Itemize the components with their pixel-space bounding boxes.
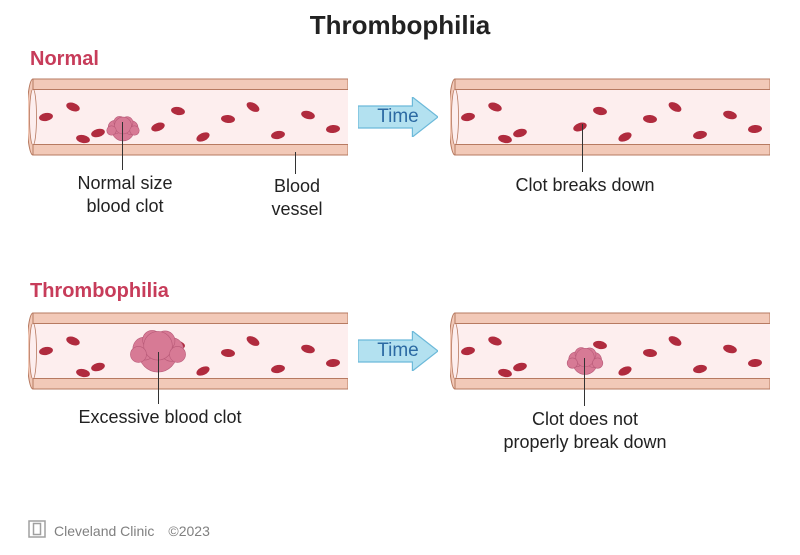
vessel-thrombo-after [450,312,770,390]
pointer-line [582,124,583,172]
callout-excessive: Excessive blood clot [50,406,270,429]
time-arrow-label: Time [358,106,438,128]
callout-clot-breaks: Clot breaks down [495,174,675,197]
callout-normal-clot: Normal sizeblood clot [55,172,195,217]
brand-logo-icon [28,520,46,541]
pointer-line [158,352,159,404]
time-arrow-thrombo: Time [358,331,438,371]
section-label-normal: Normal [30,48,99,71]
callout-not-break: Clot does notproperly break down [480,408,690,453]
brand-name: Cleveland Clinic [54,523,154,539]
section-label-thrombophilia: Thrombophilia [30,280,169,303]
pointer-line [122,122,123,170]
copyright: ©2023 [168,523,209,539]
pointer-line [295,152,296,174]
vessel-thrombo-before [28,312,348,390]
time-arrow-label: Time [358,340,438,362]
pointer-line [584,358,585,406]
vessel-normal-before [28,78,348,156]
time-arrow-normal: Time [358,97,438,137]
callout-blood-vessel: Bloodvessel [252,175,342,220]
vessel-normal-after [450,78,770,156]
page-title: Thrombophilia [0,10,800,41]
footer: Cleveland Clinic ©2023 [28,520,210,541]
